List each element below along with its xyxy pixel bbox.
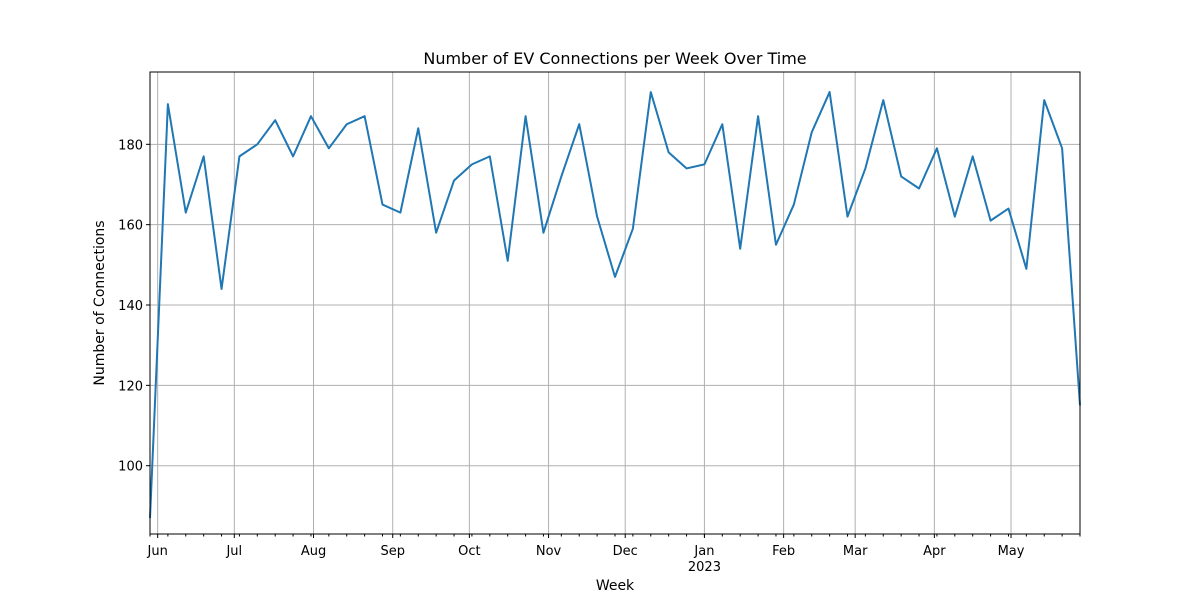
x-tick-label: Jul xyxy=(225,544,242,559)
x-tick-label: Sep xyxy=(380,544,405,559)
x-tick-label: Dec xyxy=(613,544,638,559)
x-tick-label: Jan xyxy=(693,544,714,559)
grid-lines xyxy=(150,72,1080,534)
series-line xyxy=(149,91,1081,518)
chart-title: Number of EV Connections per Week Over T… xyxy=(423,49,806,68)
plot-frame xyxy=(149,71,1081,535)
x-tick-label: Oct xyxy=(458,544,480,559)
data-series xyxy=(149,91,1081,518)
y-tick-label: 140 xyxy=(118,299,143,314)
y-tick-label: 180 xyxy=(118,138,143,153)
y-tick-label: 120 xyxy=(118,379,143,394)
x-tick-label: May xyxy=(998,544,1025,559)
x-tick-year-label: 2023 xyxy=(688,560,721,575)
y-tick-label: 100 xyxy=(118,460,143,475)
x-tick-label: Feb xyxy=(772,544,795,559)
y-axis-ticks: 100 120 140 160 180 xyxy=(118,138,150,475)
x-tick-label: Apr xyxy=(923,544,946,559)
x-tick-label: Nov xyxy=(536,544,562,559)
x-tick-label: Jun xyxy=(147,544,168,559)
x-tick-label: Aug xyxy=(301,544,326,559)
y-axis-label: Number of Connections xyxy=(92,220,108,385)
x-axis-label: Week xyxy=(596,578,635,594)
y-tick-label: 160 xyxy=(118,219,143,234)
x-tick-label: Mar xyxy=(843,544,868,559)
